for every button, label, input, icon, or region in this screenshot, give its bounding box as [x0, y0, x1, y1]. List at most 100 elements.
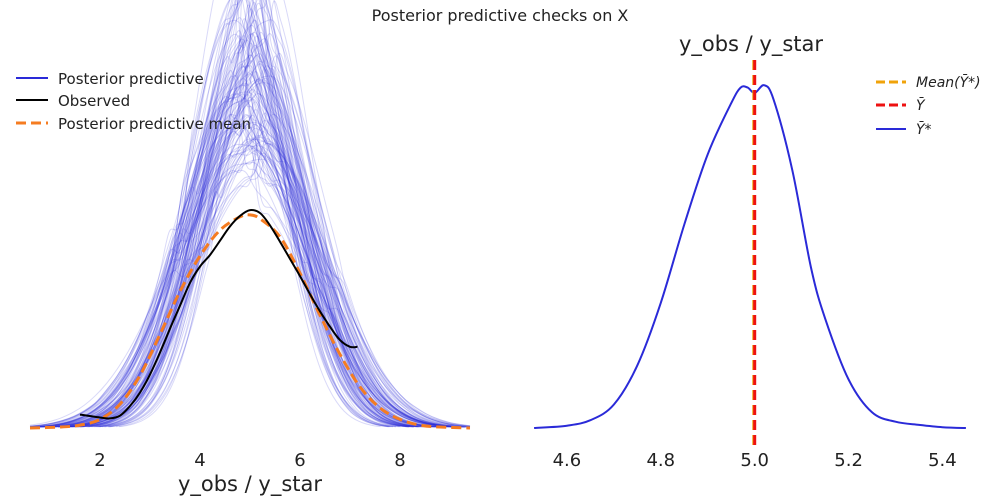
- ystar-bar-density-line: [534, 84, 966, 429]
- posterior-predictive-draw: [41, 75, 435, 428]
- right-plot-title: y_obs / y_star: [679, 32, 823, 57]
- posterior-predictive-draw: [67, 38, 422, 428]
- posterior-predictive-draw: [30, 89, 455, 428]
- posterior-predictive-draw: [109, 0, 423, 428]
- posterior-predictive-draw: [77, 31, 435, 428]
- posterior-predictive-draw: [46, 114, 455, 428]
- posterior-predictive-draw: [99, 0, 418, 428]
- posterior-predictive-draw: [29, 123, 467, 428]
- posterior-predictive-draw: [62, 136, 462, 428]
- posterior-predictive-draw: [99, 65, 419, 428]
- posterior-predictive-draw: [39, 114, 471, 428]
- posterior-predictive-draw: [30, 78, 462, 428]
- posterior-predictive-draw: [63, 33, 410, 428]
- posterior-predictive-draw: [88, 0, 415, 428]
- right-x-tick-label: 4.8: [646, 450, 675, 471]
- posterior-predictive-draw: [34, 97, 471, 428]
- posterior-predictive-draw: [29, 113, 471, 428]
- posterior-predictive-draw: [29, 101, 456, 428]
- posterior-predictive-draw: [53, 18, 415, 428]
- left-x-axis-label: y_obs / y_star: [178, 472, 322, 497]
- right-x-tick-labels: 4.6 4.8 5.0 5.2 5.4: [553, 450, 957, 471]
- posterior-predictive-draw: [32, 75, 438, 428]
- posterior-predictive-draw: [97, 0, 408, 428]
- posterior-predictive-draw: [57, 78, 471, 428]
- posterior-predictive-draw: [39, 125, 448, 428]
- posterior-predictive-draw: [35, 98, 439, 428]
- left-x-tick-labels: 2 4 6 8: [94, 450, 405, 471]
- posterior-predictive-draw: [107, 0, 419, 428]
- posterior-predictive-draw: [71, 99, 441, 428]
- posterior-predictive-draw: [63, 32, 420, 428]
- posterior-predictive-draw: [29, 93, 465, 428]
- legend-label-ystar-bar: Ȳ*: [916, 121, 932, 138]
- posterior-predictive-draw: [29, 143, 463, 428]
- posterior-predictive-draw: [29, 149, 466, 428]
- left-x-tick-label: 2: [94, 450, 105, 471]
- posterior-predictive-draw: [64, 55, 454, 428]
- legend-label-posterior-predictive: Posterior predictive: [58, 70, 204, 88]
- posterior-predictive-draw: [88, 0, 381, 428]
- legend-label-posterior-predictive-mean: Posterior predictive mean: [58, 115, 251, 133]
- posterior-predictive-draw: [95, 8, 390, 428]
- left-legend: Posterior predictive Observed Posterior …: [16, 70, 251, 133]
- legend-label-observed: Observed: [58, 92, 130, 110]
- posterior-predictive-draw: [57, 93, 464, 428]
- left-plot-panel: 2 4 6 8 y_obs / y_star Posterior predictive…: [16, 0, 471, 497]
- posterior-predictive-draw: [91, 17, 392, 428]
- posterior-predictive-draw: [42, 121, 468, 428]
- right-x-tick-label: 5.4: [928, 450, 957, 471]
- observed-line: [79, 209, 358, 420]
- posterior-predictive-draw: [40, 94, 461, 428]
- posterior-predictive-draw: [59, 19, 409, 428]
- posterior-predictive-draw: [118, 0, 413, 428]
- right-plot-panel: y_obs / y_star 4.6 4.8 5.0 5.2 5.4 Mean(Ȳ*) …: [534, 32, 981, 471]
- posterior-predictive-draw: [32, 123, 455, 428]
- posterior-predictive-draw: [35, 64, 437, 428]
- posterior-predictive-draw: [49, 93, 424, 428]
- posterior-predictive-draw: [51, 65, 414, 428]
- posterior-predictive-draw: [50, 112, 456, 428]
- posterior-predictive-draw: [67, 4, 409, 428]
- posterior-predictive-draw: [36, 70, 440, 428]
- posterior-predictive-draw: [99, 0, 394, 428]
- posterior-predictive-draw: [66, 35, 417, 428]
- right-x-tick-label: 5.0: [740, 450, 769, 471]
- posterior-predictive-draw: [78, 71, 438, 428]
- posterior-predictive-draw: [75, 44, 419, 428]
- posterior-predictive-draw: [43, 74, 465, 428]
- posterior-predictive-draw: [87, 35, 409, 428]
- figure-suptitle: Posterior predictive checks on X: [372, 6, 629, 25]
- posterior-predictive-draw: [74, 78, 449, 428]
- posterior-predictive-draw: [29, 145, 471, 428]
- posterior-predictive-draw: [95, 0, 401, 428]
- posterior-predictive-draw: [97, 0, 397, 428]
- posterior-predictive-draw: [108, 0, 401, 428]
- posterior-predictive-draw: [62, 138, 449, 428]
- legend-label-mean-ystar: Mean(Ȳ*): [916, 74, 981, 91]
- right-x-tick-label: 5.2: [834, 450, 863, 471]
- posterior-predictive-draw: [109, 0, 425, 428]
- posterior-predictive-draw: [104, 2, 418, 428]
- posterior-predictive-draw: [47, 65, 457, 428]
- posterior-predictive-draw: [74, 0, 418, 428]
- right-x-tick-label: 4.6: [553, 450, 582, 471]
- posterior-predictive-draw: [104, 19, 410, 428]
- posterior-predictive-draw: [38, 138, 471, 428]
- posterior-predictive-draw: [80, 63, 423, 428]
- posterior-predictive-draw: [98, 19, 432, 428]
- posterior-predictive-draw: [62, 119, 447, 428]
- left-x-tick-label: 8: [394, 450, 405, 471]
- posterior-predictive-draw: [94, 0, 411, 428]
- posterior-predictive-draw: [77, 0, 396, 428]
- posterior-predictive-draw: [57, 145, 457, 428]
- posterior-predictive-draw: [70, 30, 412, 428]
- posterior-predictive-draw: [61, 84, 411, 428]
- posterior-predictive-draw: [31, 116, 471, 428]
- posterior-predictive-mean-line: [29, 213, 471, 430]
- posterior-predictive-draw: [29, 121, 441, 428]
- posterior-predictive-draw: [29, 131, 471, 428]
- posterior-predictive-draw: [59, 19, 427, 428]
- posterior-predictive-draw: [29, 169, 461, 428]
